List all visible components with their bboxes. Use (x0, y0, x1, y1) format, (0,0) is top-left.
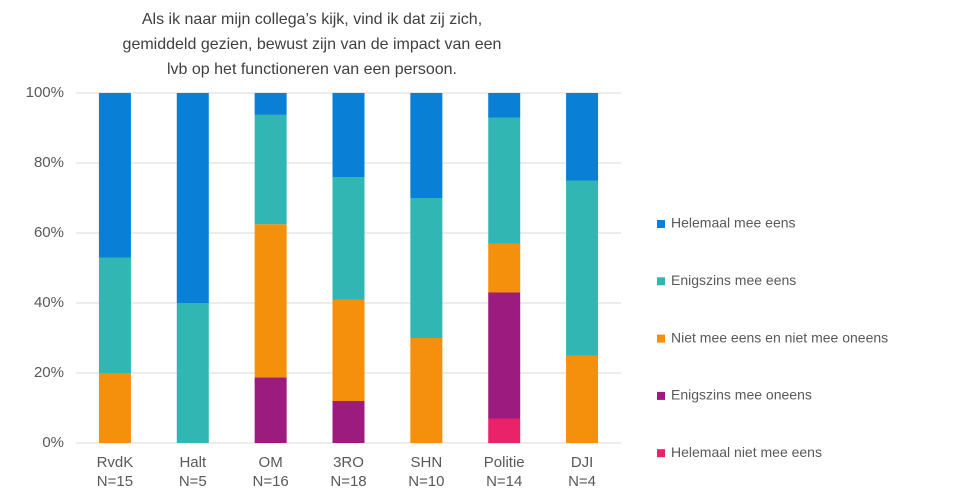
y-tick-label: 100% (26, 84, 64, 101)
bar-segment (410, 93, 443, 198)
x-tick-label: N=14 (486, 473, 522, 490)
bar-segment (98, 373, 131, 443)
x-tick-label: N=18 (330, 473, 366, 490)
chart-title: Als ik naar mijn collega’s kijk, vind ik… (142, 11, 482, 28)
legend-swatch (657, 449, 665, 458)
bar-segment (488, 418, 521, 443)
legend-swatch (657, 220, 665, 228)
x-tick-label: N=15 (97, 473, 133, 490)
bar-segment (176, 93, 209, 303)
legend-label: Enigszins mee oneens (671, 387, 812, 403)
bar-segment (332, 299, 365, 401)
bar-segment (488, 243, 521, 293)
x-tick-label: RvdK (97, 454, 134, 471)
bar-segment (566, 93, 599, 181)
bar-segment (410, 198, 443, 338)
x-tick-label: N=16 (253, 473, 289, 490)
y-tick-label: 60% (34, 224, 64, 241)
bar-segment (254, 93, 287, 115)
chart-title: gemiddeld gezien, bewust zijn van de imp… (123, 36, 502, 53)
bar-segment (566, 180, 599, 356)
bar-segment (488, 93, 521, 118)
legend-swatch (657, 334, 665, 343)
bar-segment (332, 93, 365, 177)
x-tick-label: Halt (179, 454, 207, 471)
x-tick-label: DJI (571, 454, 594, 471)
x-tick-label: 3RO (333, 454, 364, 471)
legend-label: Niet mee eens en niet mee oneens (671, 329, 888, 345)
x-tick-label: SHN (411, 454, 443, 471)
bar-segment (332, 177, 365, 300)
x-tick-label: N=4 (568, 473, 596, 490)
y-tick-label: 0% (42, 434, 64, 451)
bar-segment (566, 355, 599, 443)
legend-label: Enigszins mee eens (671, 272, 796, 288)
x-tick-label: Politie (484, 454, 525, 471)
y-tick-label: 20% (34, 364, 64, 381)
legend-label: Helemaal mee eens (671, 215, 796, 231)
legend-swatch (657, 277, 665, 286)
bar-segment (98, 93, 131, 258)
bar-segment (488, 117, 521, 244)
x-tick-label: N=10 (408, 473, 444, 490)
bar-segment (488, 292, 521, 419)
bar-segment (332, 401, 365, 443)
legend-swatch (657, 391, 665, 400)
chart-title: lvb op het functioneren van een persoon. (167, 61, 457, 78)
legend-label: Helemaal niet mee eens (671, 444, 822, 460)
bar-segment (254, 114, 287, 225)
x-tick-label: OM (259, 454, 283, 471)
bar-segment (176, 303, 209, 443)
y-tick-label: 40% (34, 294, 64, 311)
bar-segment (98, 257, 131, 373)
y-tick-label: 80% (34, 154, 64, 171)
x-tick-label: N=5 (179, 473, 207, 490)
bar-segment (254, 224, 287, 378)
bar-segment (410, 338, 443, 443)
bar-segment (254, 377, 287, 443)
